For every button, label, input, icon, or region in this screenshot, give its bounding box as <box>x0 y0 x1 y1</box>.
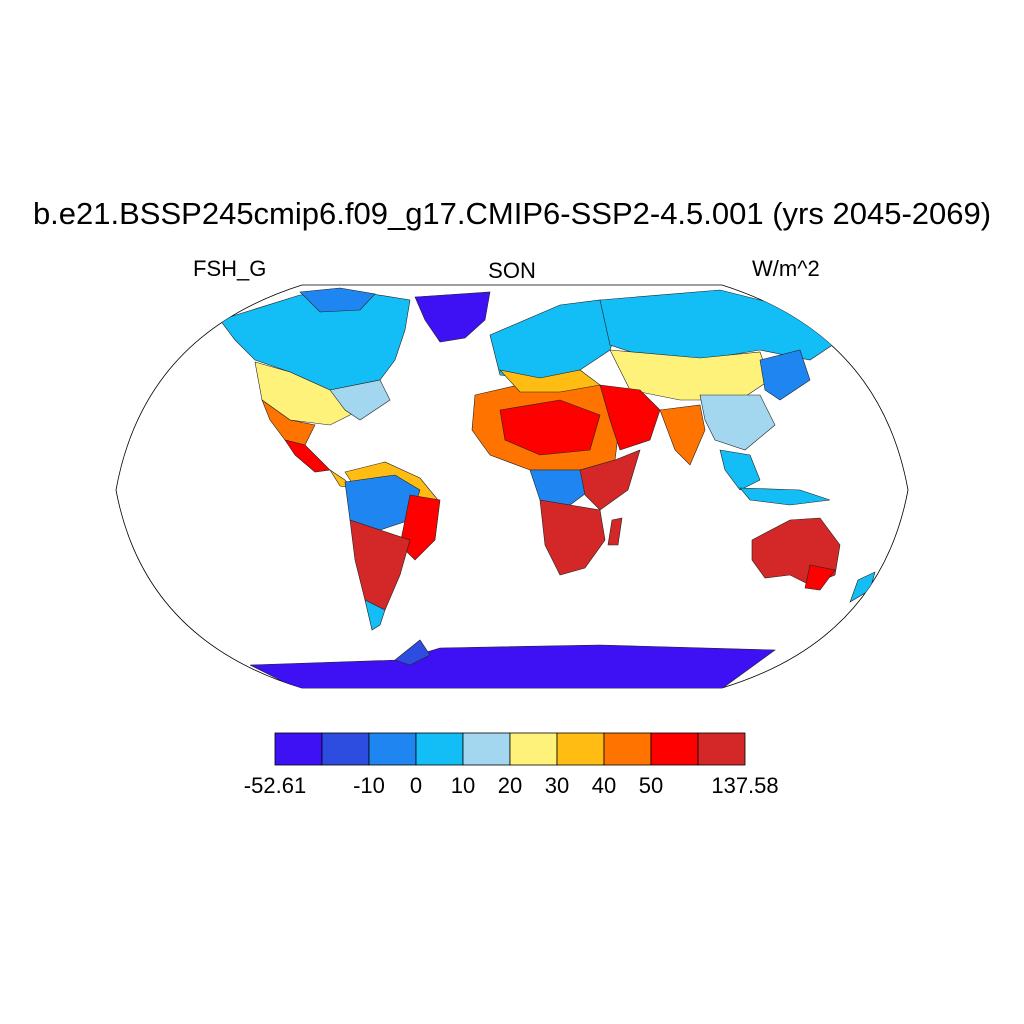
southeast-asia <box>719 449 761 491</box>
colorbar-label: -52.61 <box>244 773 306 798</box>
australia-southeast <box>804 564 836 591</box>
north-america-east <box>329 379 391 421</box>
north-america-arctic-islands <box>299 287 376 313</box>
colorbar-label: 0 <box>410 773 422 798</box>
colorbar-swatch <box>697 732 746 766</box>
india <box>659 404 706 466</box>
colorbar-label: 40 <box>592 773 616 798</box>
colorbar-swatch <box>274 732 323 766</box>
east-asia-coast <box>759 349 811 401</box>
eastern-brazil <box>399 494 441 561</box>
colorbar-swatch <box>509 732 558 766</box>
colorbar-label: 20 <box>498 773 522 798</box>
central-africa <box>529 469 591 506</box>
patagonia <box>364 599 386 631</box>
plot-title: b.e21.BSSP245cmip6.f09_g17.CMIP6-SSP2-4.… <box>32 196 992 231</box>
colorbar-swatch <box>650 732 699 766</box>
middle-east <box>599 384 661 451</box>
season-label: SON <box>488 258 536 283</box>
greenland <box>414 291 491 343</box>
colorbar-label: 50 <box>639 773 663 798</box>
colorbar-swatch <box>462 732 511 766</box>
colorbar-swatch <box>603 732 652 766</box>
variable-label: FSH_G <box>193 256 267 281</box>
units-label: W/m^2 <box>752 256 820 281</box>
indonesia <box>739 487 831 506</box>
colorbar-label: 137.58 <box>711 773 778 798</box>
china <box>699 394 776 451</box>
antarctic-peninsula <box>394 639 431 666</box>
colorbar-swatch <box>556 732 605 766</box>
colorbar-swatch <box>321 732 370 766</box>
colorbar-label: 30 <box>545 773 569 798</box>
sahara <box>499 399 601 456</box>
colorbar-label: -10 <box>353 773 385 798</box>
colorbar-label: 10 <box>451 773 475 798</box>
east-africa <box>579 449 641 511</box>
madagascar <box>607 517 623 546</box>
southern-africa <box>539 499 606 576</box>
colorbar-swatch <box>415 732 464 766</box>
colorbar-swatch <box>368 732 417 766</box>
